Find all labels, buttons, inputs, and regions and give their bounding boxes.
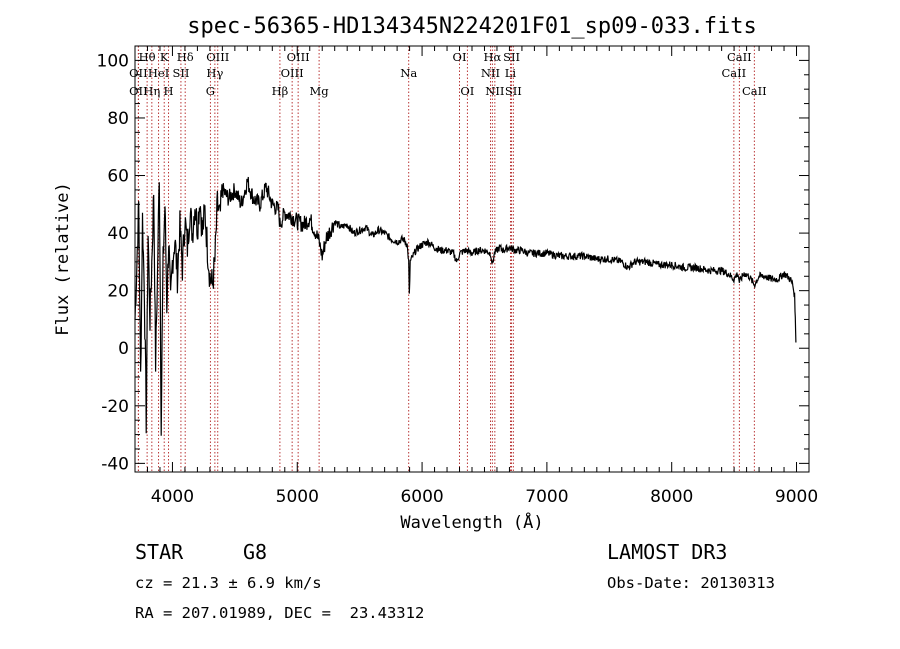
plot-frame [134, 45, 810, 473]
spectral-line-label: SII [505, 84, 522, 98]
y-tick-label: 20 [107, 282, 129, 302]
x-tick-label: 8000 [650, 487, 693, 507]
y-tick-label: 0 [118, 339, 129, 359]
spectral-line-label: SII [503, 50, 520, 64]
x-tick-label: 7000 [525, 487, 568, 507]
spectral-line-label: NII [485, 84, 504, 98]
spectral-line-label: OII [129, 84, 148, 98]
x-tick-label: 6000 [400, 487, 443, 507]
survey-name: LAMOST DR3 [607, 540, 728, 564]
y-tick-label: 40 [107, 224, 129, 244]
x-axis-label: Wavelength (Å) [400, 511, 543, 533]
spectral-line-label: G [206, 84, 215, 98]
spectral-line-label: CaII [727, 50, 752, 64]
spectral-line-label: OII [129, 66, 148, 80]
spectral-line-label: Mg [310, 84, 330, 98]
chart-title: spec-56365-HD134345N224201F01_sp09-033.f… [187, 14, 757, 39]
spectral-line-label: OI [460, 84, 474, 98]
spectral-line-label: Na [400, 66, 417, 80]
y-tick-label: -40 [101, 454, 129, 474]
object-subclass: G8 [243, 540, 268, 564]
spectral-line-label: SII [172, 66, 189, 80]
spectral-line-label: K [160, 50, 169, 64]
spectral-line-label: OIII [281, 66, 304, 80]
coordinates: RA = 207.01989, DEC = 23.43312 [135, 604, 425, 622]
spectral-line-label: Hα [483, 50, 501, 64]
spectral-line-label: OI [453, 50, 467, 64]
y-tick-label: 60 [107, 167, 129, 187]
spectral-line-label: CaII [742, 84, 767, 98]
spectral-line-label: Li [505, 66, 517, 80]
observation-date: Obs-Date: 20130313 [607, 574, 775, 592]
spectral-line-label: Hβ [272, 84, 289, 98]
spectral-line-label: NII [481, 66, 500, 80]
redshift-cz: cz = 21.3 ± 6.9 km/s [135, 574, 322, 592]
spectral-line-label: OIII [287, 50, 310, 64]
x-tick-label: 5000 [276, 487, 319, 507]
spectral-line-markers [137, 46, 755, 472]
object-class: STAR [135, 540, 184, 564]
spectrum-series-line [134, 176, 797, 436]
x-tick-label: 4000 [151, 487, 194, 507]
y-axis-label: Flux (relative) [53, 182, 73, 336]
spectral-line-label: HeI [148, 66, 169, 80]
spectral-line-label: CaII [721, 66, 746, 80]
spectral-line-label: Hη [143, 84, 160, 98]
y-axis-ticks: -40 -20 0 20 40 60 80 100 [97, 51, 809, 474]
x-axis-ticks: 4000 5000 6000 7000 8000 9000 [134, 46, 818, 507]
spectral-line-label: H [164, 84, 174, 98]
y-tick-label: 80 [107, 109, 129, 129]
x-tick-label: 9000 [775, 487, 818, 507]
y-tick-label: -20 [101, 397, 129, 417]
y-tick-label: 100 [97, 51, 129, 71]
spectral-line-label: Hγ [206, 66, 223, 80]
spectral-line-label: OIII [206, 50, 229, 64]
spectral-line-label: Hδ [177, 50, 194, 64]
spectral-line-label: Hθ [139, 50, 156, 64]
